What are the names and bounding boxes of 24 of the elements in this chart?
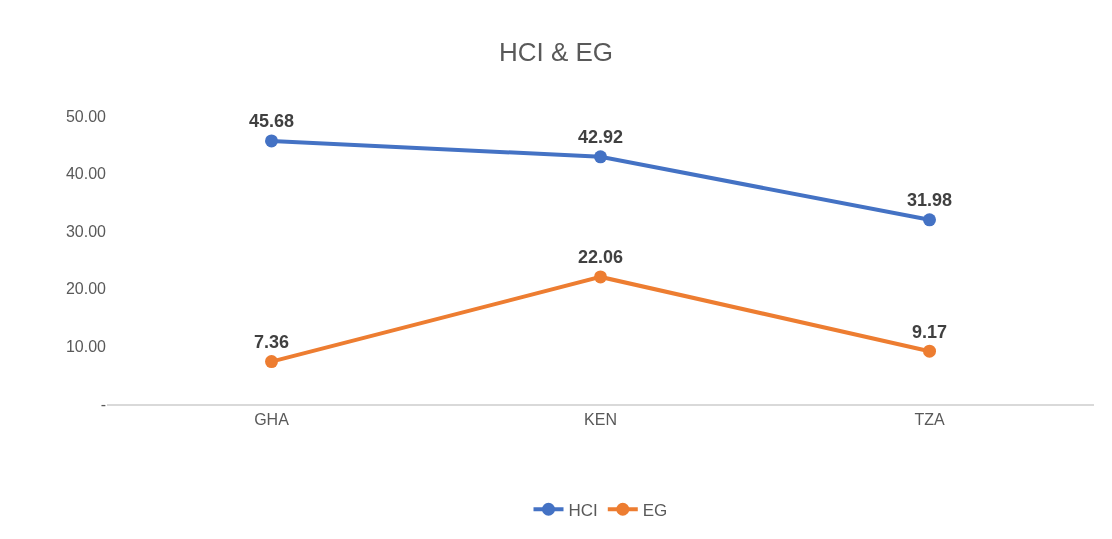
point <box>923 213 936 227</box>
x-tick-label: GHA <box>254 410 290 428</box>
x-tick-label: KEN <box>584 410 617 428</box>
y-tick-label: 20.00 <box>65 280 107 298</box>
y-tick-label: - <box>100 395 106 413</box>
x-tick-label: TZA <box>914 410 945 428</box>
y-tick-label: 10.00 <box>65 338 107 355</box>
point <box>923 344 936 358</box>
point <box>594 270 607 284</box>
y-tick-label: 50.00 <box>65 107 107 125</box>
data-label: 42.92 <box>577 127 624 148</box>
point <box>265 355 278 369</box>
data-label: 22.06 <box>577 247 624 268</box>
chart-title: HCI & EG <box>498 37 614 68</box>
legend-label: HCI <box>568 500 598 520</box>
data-label: 45.68 <box>248 111 295 132</box>
y-tick-label: 40.00 <box>65 165 107 183</box>
data-label: 7.36 <box>253 331 290 352</box>
data-label: 31.98 <box>906 190 953 211</box>
y-tick-label: 30.00 <box>65 222 107 240</box>
legend-label: EG <box>642 500 668 520</box>
point <box>265 134 278 148</box>
data-label: 9.17 <box>911 321 948 342</box>
point <box>594 150 607 164</box>
